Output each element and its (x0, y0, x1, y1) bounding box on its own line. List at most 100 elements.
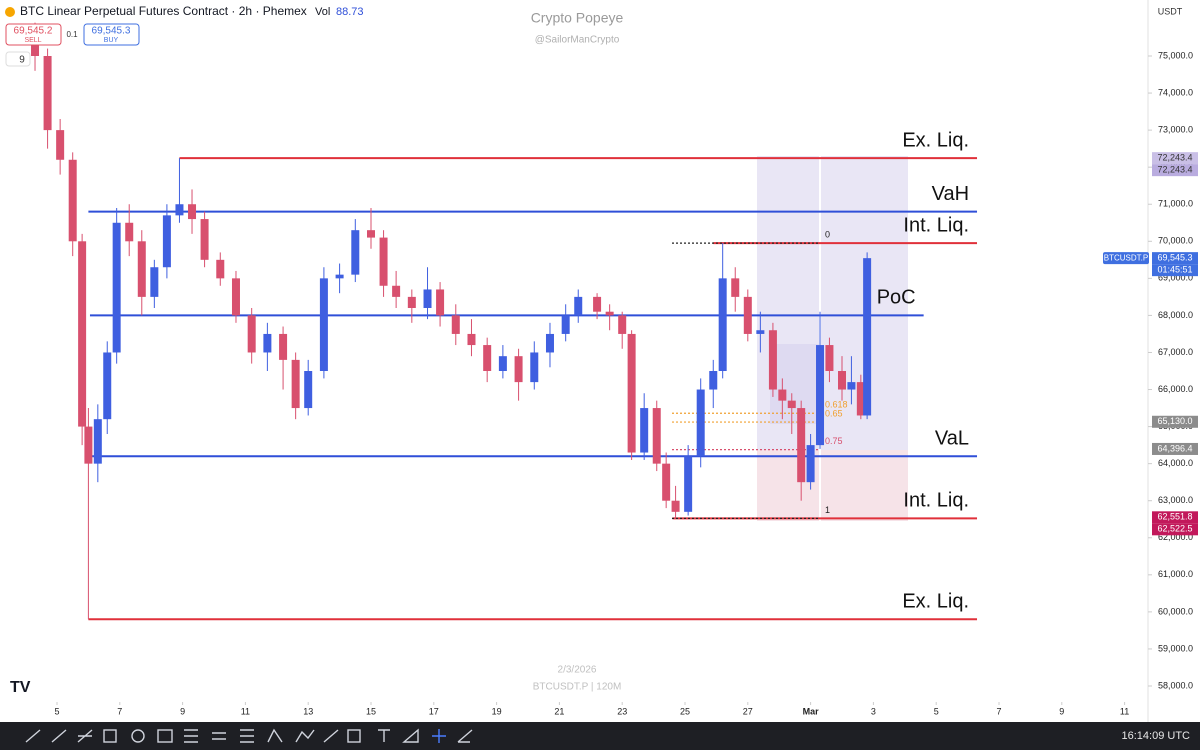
watermark-title: Crypto Popeye (531, 10, 624, 26)
countdown: 01:45:51 (1157, 265, 1192, 275)
candle-body (188, 204, 197, 220)
toolbar (0, 722, 1200, 750)
y-tick-label: 63,000.0 (1158, 495, 1193, 505)
y-tick-label: 66,000.0 (1158, 384, 1193, 394)
candle-body (335, 274, 344, 279)
price-tag (1152, 152, 1198, 165)
tool-wave[interactable] (295, 729, 315, 743)
symbol-icon (5, 7, 15, 17)
y-tick-label: 74,000.0 (1158, 87, 1193, 97)
tool-icons (25, 728, 473, 743)
y-tick-label: 71,000.0 (1158, 199, 1193, 209)
candle-body (103, 352, 112, 420)
tool-gann[interactable] (240, 729, 254, 743)
x-tick-label: 7 (996, 706, 1001, 716)
tool-brush[interactable] (402, 728, 419, 743)
x-tick-label: 19 (492, 706, 502, 716)
candle-body (436, 289, 445, 316)
x-tick-label: 3 (871, 706, 876, 716)
tool-angle[interactable] (457, 729, 473, 743)
level-label: Ex. Liq. (902, 129, 969, 151)
sell-label: SELL (24, 37, 41, 44)
candle-body (605, 311, 614, 316)
x-tick-label: 9 (1059, 706, 1064, 716)
tool-measure[interactable] (347, 729, 361, 743)
candle-body (200, 219, 209, 260)
x-tick-label: 5 (54, 706, 59, 716)
x-tick-label: 17 (429, 706, 439, 716)
countdown-tag (1152, 264, 1198, 277)
candle-body (31, 37, 40, 56)
candle-body (731, 278, 740, 297)
fib-label: 0.75 (825, 436, 843, 446)
price-tag-label: 65,130.0 (1157, 416, 1192, 426)
candle-body (684, 456, 693, 512)
candle-body (137, 241, 146, 297)
price-tag (1152, 511, 1198, 524)
tool-box[interactable] (157, 729, 173, 743)
candle-body (351, 230, 360, 275)
price-tag-label: 64,396.4 (1157, 443, 1192, 453)
candle-body (150, 267, 159, 297)
indicator-toggle[interactable] (5, 51, 31, 67)
candle-body (825, 345, 834, 371)
candle-body (162, 215, 171, 268)
tool-cross[interactable] (432, 729, 446, 743)
watermark-symbol: BTCUSDT.P | 120M (533, 682, 622, 693)
tool-line[interactable] (25, 729, 41, 743)
tool-rect[interactable] (103, 729, 117, 743)
y-tick-label: 73,000.0 (1158, 124, 1193, 134)
currency: USDT (1158, 6, 1183, 16)
candle-body (392, 285, 401, 297)
vol-value: 88.73 (336, 6, 364, 18)
y-tick-label: 67,000.0 (1158, 347, 1193, 357)
tool-circle[interactable] (131, 729, 145, 743)
x-tick-label: 7 (117, 706, 122, 716)
candle-body (125, 222, 134, 242)
sell-button[interactable] (5, 23, 62, 46)
candle-body (175, 204, 184, 216)
tool-ray[interactable] (51, 729, 67, 743)
price-tag-label: 62,522.5 (1157, 524, 1192, 534)
indicator-count: 9 (19, 55, 25, 66)
price-tag-label: 62,551.8 (1157, 512, 1192, 522)
candle-body (530, 352, 539, 383)
fib-label: 1 (825, 505, 830, 515)
y-tick-label: 59,000.0 (1158, 643, 1193, 653)
candle-body (498, 356, 507, 371)
level-label: Ex. Liq. (902, 591, 969, 613)
x-tick-label: 11 (1120, 706, 1129, 716)
price-tag-label: 69,545.3 (1157, 253, 1192, 263)
price-tag-label: 72,243.4 (1157, 165, 1192, 175)
tool-fib[interactable] (184, 729, 198, 743)
price-tag (1152, 442, 1198, 455)
candle-body (756, 330, 765, 334)
candle-body (379, 237, 388, 286)
y-tick-label: 62,000.0 (1158, 532, 1193, 542)
y-tick-label: 60,000.0 (1158, 606, 1193, 616)
tool-pattern[interactable] (267, 728, 283, 743)
y-tick-label: 58,000.0 (1158, 680, 1193, 690)
price-tag (1152, 164, 1198, 177)
watermark-handle: @SailorManCrypto (535, 35, 620, 46)
tool-parallel[interactable] (77, 729, 93, 743)
tool-forecast[interactable] (323, 729, 339, 743)
candle-body (84, 426, 93, 464)
y-tick-label: 75,000.0 (1158, 50, 1193, 60)
tool-range[interactable] (212, 732, 226, 740)
x-tick-label: 27 (743, 706, 753, 716)
candle-body (778, 389, 787, 401)
candle-body (231, 278, 240, 316)
candle-body (483, 345, 492, 371)
candle-body (618, 315, 627, 334)
buy-button[interactable] (83, 23, 140, 46)
price-tag-label: 72,243.4 (1157, 153, 1192, 163)
candle-body (304, 371, 313, 409)
tool-text[interactable] (378, 729, 390, 742)
candle-body (709, 371, 718, 390)
level-label: Int. Liq. (903, 490, 969, 512)
candle-body (787, 400, 796, 409)
range-zone-low (757, 450, 908, 521)
candle-body (768, 330, 777, 390)
